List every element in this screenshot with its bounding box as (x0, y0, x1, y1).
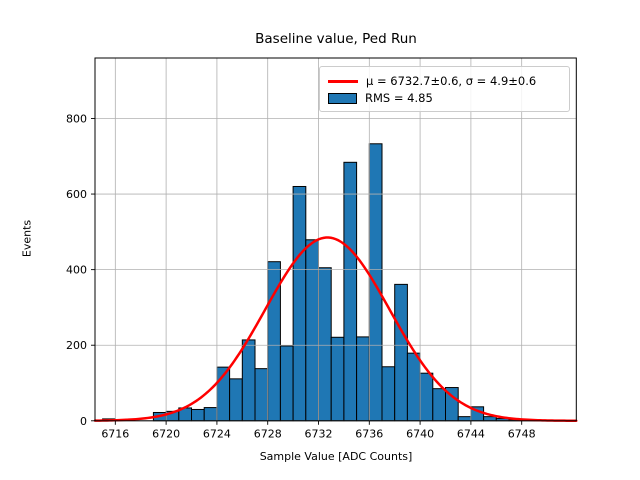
legend-label-rms: RMS = 4.85 (365, 91, 433, 105)
x-tick-label: 6740 (406, 427, 434, 440)
x-tick-label: 6724 (203, 427, 231, 440)
x-tick-label: 6744 (457, 427, 485, 440)
histogram-bar (343, 161, 358, 422)
histogram-bar (419, 372, 434, 422)
histogram-bar (406, 352, 421, 422)
histogram-bar (330, 336, 345, 422)
y-tick-label: 0 (80, 415, 87, 428)
histogram-swatch (328, 92, 357, 104)
histogram-bar (368, 143, 383, 422)
histogram-bar (394, 283, 408, 422)
chart-title: Baseline value, Ped Run (255, 31, 417, 47)
y-tick-label: 600 (66, 188, 87, 201)
histogram-bar (483, 416, 497, 422)
gaussian-fit-curve (93, 236, 578, 422)
histogram-bar (305, 239, 320, 422)
x-tick-label: 6720 (152, 427, 180, 440)
x-tick-label: 6736 (355, 427, 383, 440)
histogram-bar (254, 368, 269, 422)
plot-border (94, 57, 577, 422)
histogram-bar (292, 185, 307, 422)
x-tick-label: 6748 (508, 427, 536, 440)
x-axis-label: Sample Value [ADC Counts] (259, 450, 413, 463)
histogram-bar (203, 407, 218, 422)
y-tick-label: 200 (66, 339, 87, 352)
y-axis-label: Events (20, 219, 34, 258)
histogram-bar (432, 388, 446, 422)
histogram-bar (318, 267, 332, 422)
fit-line-swatch (328, 79, 358, 83)
histogram-bar (279, 345, 294, 422)
x-tick-label: 6728 (254, 427, 282, 440)
legend-item-fit: μ = 6732.7±0.6, σ = 4.9±0.6 (328, 73, 561, 89)
x-tick-label: 6716 (101, 427, 129, 440)
legend-label-fit: μ = 6732.7±0.6, σ = 4.9±0.6 (366, 74, 537, 88)
histogram-bar (191, 408, 205, 422)
histogram-bar (241, 339, 256, 422)
histogram-bar (356, 336, 370, 422)
legend-item-rms: RMS = 4.85 (328, 90, 561, 106)
y-tick-label: 400 (66, 264, 87, 277)
y-tick-label: 800 (66, 112, 87, 125)
x-tick-label: 6732 (305, 427, 333, 440)
histogram-bar (457, 416, 472, 422)
legend: μ = 6732.7±0.6, σ = 4.9±0.6 RMS = 4.85 (319, 66, 570, 112)
histogram-bar (229, 378, 243, 422)
histogram-bar (381, 366, 396, 422)
